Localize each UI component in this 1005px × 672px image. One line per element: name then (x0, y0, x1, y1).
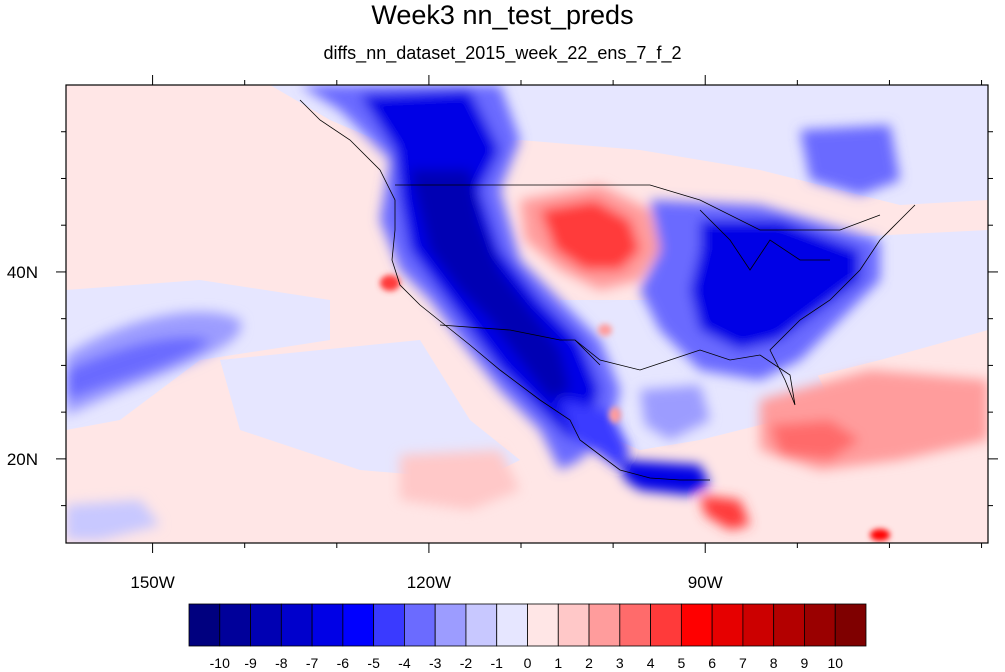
field-region-east-us-low-core (690, 220, 860, 350)
colorbar-swatch (711, 603, 744, 647)
colorbar-swatch (496, 603, 528, 647)
field-region-south-pacific-high (400, 450, 520, 510)
axis-tick-labels: 150W 120W 90W 20N 40N (7, 263, 723, 592)
colorbar-swatch (804, 603, 836, 647)
colorbar-label: -2 (460, 655, 473, 671)
axis-ticks (56, 75, 998, 553)
colorbar-swatch (773, 603, 805, 647)
field-region-gulf-low (640, 385, 710, 440)
colorbar-label: -9 (244, 655, 257, 671)
colorbar-label: -1 (491, 655, 504, 671)
colorbar-label: -7 (306, 655, 319, 671)
field-spot-california-high (380, 275, 400, 291)
colorbar-label: -10 (210, 655, 230, 671)
colorbar-swatch (557, 603, 590, 647)
colorbar-swatch (650, 603, 682, 647)
colorbar-swatch (373, 603, 405, 647)
colorbar-swatch (742, 603, 775, 647)
colorbar-swatch (250, 603, 282, 647)
colorbar-swatch (342, 603, 375, 647)
plot-subtitle: diffs_nn_dataset_2015_week_22_ens_7_f_2 (323, 43, 682, 63)
field-region-pacific-band-core (66, 336, 210, 400)
colorbar-swatch (588, 603, 621, 647)
field-region-caribbean-high (700, 495, 750, 530)
coastline-gulf-atlantic (574, 204, 916, 406)
coastline-pacific (299, 99, 710, 481)
colorbar-swatch (219, 603, 251, 647)
colorbar-label: 2 (585, 655, 593, 671)
x-tick-label: 120W (407, 573, 451, 592)
colorbar-swatch (404, 603, 436, 647)
colorbar-label: 8 (770, 655, 778, 671)
colorbar-label: 5 (677, 655, 685, 671)
colorbar-swatch (834, 603, 867, 647)
field-spot-texas-high (598, 324, 612, 336)
colorbar-label: 7 (739, 655, 747, 671)
field-region-canada-low (800, 125, 900, 195)
colorbar-labels: -10 -9 -8 -7 -6 -5 -4 -3 -2 -1 0 1 2 3 4 5 6 7 8 9 10 (210, 655, 844, 671)
contour-field (66, 85, 988, 543)
field-region-lower-left-low (66, 500, 160, 540)
field-region-atlantic-high-core (770, 420, 860, 460)
colorbar-label: 4 (647, 655, 655, 671)
colorbar-swatch (434, 603, 467, 647)
colorbar-label: 3 (616, 655, 624, 671)
colorbar-label: -5 (367, 655, 380, 671)
colorbar-label: -3 (429, 655, 442, 671)
plot-title: Week3 nn_test_preds (371, 0, 634, 30)
colorbar-swatch (311, 603, 344, 647)
colorbar-swatch (188, 603, 221, 647)
colorbar-swatch (465, 603, 498, 647)
colorbar-label: 6 (708, 655, 716, 671)
colorbar-label: 0 (524, 655, 532, 671)
colorbar-label: -4 (398, 655, 411, 671)
border-us-canada (395, 184, 881, 231)
border-us-mexico (439, 324, 601, 366)
colorbar-label: 9 (801, 655, 809, 671)
field-region-plains-high-core (540, 200, 640, 270)
colorbar-label: -6 (337, 655, 350, 671)
colorbar-label: -8 (275, 655, 288, 671)
colorbar-swatch (527, 603, 559, 647)
field-region-west-us-low-deep (410, 170, 570, 400)
great-lakes (699, 209, 830, 271)
coastline (299, 99, 916, 481)
field-region-central-america-low (620, 460, 710, 495)
x-tick-label: 90W (688, 573, 723, 592)
colorbar-label: 1 (554, 655, 562, 671)
x-tick-label: 150W (130, 573, 174, 592)
colorbar-swatch (280, 603, 313, 647)
y-tick-label: 40N (7, 263, 38, 282)
colorbar-swatch (619, 603, 651, 647)
field-spot-southeast-high (870, 529, 890, 541)
y-tick-label: 20N (7, 450, 38, 469)
field-spot-mexico-high (609, 407, 621, 423)
plot-frame (65, 84, 989, 544)
field-region-light-blue-southwest (220, 340, 520, 480)
colorbar (188, 603, 867, 647)
colorbar-swatch (680, 603, 713, 647)
colorbar-label: 10 (827, 655, 843, 671)
